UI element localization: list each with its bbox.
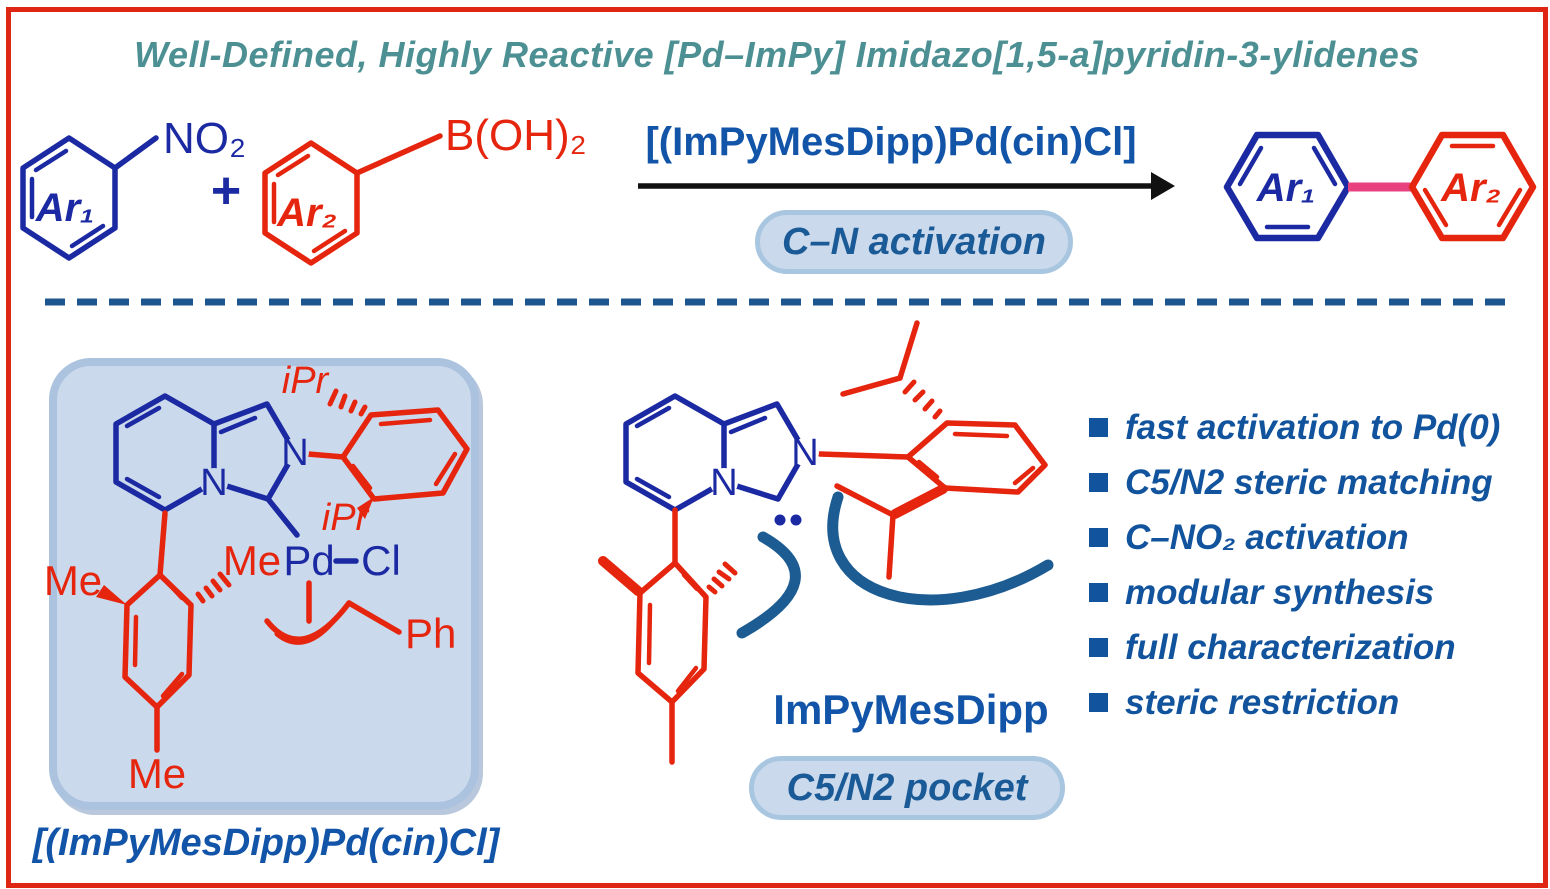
me-bold-wedge — [598, 556, 643, 596]
ligand-name: ImPyMesDipp — [773, 686, 1049, 733]
bullet-square-icon — [1089, 528, 1108, 547]
product-biaryl: Ar₁ Ar₂ — [1223, 131, 1537, 242]
dipp-ring — [340, 407, 470, 502]
product-ar1-label: Ar₁ — [1256, 166, 1316, 210]
feature-text: full characterization — [1125, 628, 1456, 667]
n2-label: N — [281, 432, 308, 474]
lone-pair-dot — [790, 514, 802, 526]
feature-item: fast activation to Pd(0) — [1089, 400, 1550, 455]
bullet-square-icon — [1089, 473, 1108, 492]
product-ar2-label: Ar₂ — [1440, 166, 1501, 210]
red-frame: NO₂ Ar₁ + B(OH)₂ Ar₂ — [6, 7, 1548, 888]
boh2-bond — [354, 133, 443, 176]
arrowhead-icon — [1151, 172, 1175, 200]
feature-text: fast activation to Pd(0) — [1125, 408, 1501, 447]
ph-label: Ph — [405, 610, 456, 657]
pocket-arc-left — [736, 531, 801, 639]
pd-complex-structure: iPr iPr Me Me Me — [44, 360, 470, 797]
reactant-nitroarene: NO₂ Ar₁ — [20, 114, 246, 261]
ar2-label: Ar₂ — [276, 191, 337, 235]
cl-label: Cl — [361, 537, 401, 584]
me-bold-wedge — [96, 585, 127, 605]
pd-label: Pd — [283, 537, 334, 584]
me-hashed-wedge — [195, 571, 232, 604]
complex-highlight-box — [49, 358, 479, 810]
feature-text: C5/N2 steric matching — [1125, 463, 1493, 502]
bullet-square-icon — [1089, 693, 1108, 712]
pocket-badge: C5/N2 pocket — [749, 756, 1065, 820]
ipr-bold-wedge — [890, 484, 948, 519]
pocket-badge-text: C5/N2 pocket — [786, 766, 1028, 809]
ipr-bold-wedge — [357, 497, 374, 519]
ligand-structure: N N — [598, 320, 1054, 765]
feature-text: steric restriction — [1125, 683, 1400, 722]
complex-caption: [(ImPyMesDipp)Pd(cin)Cl] — [32, 822, 500, 864]
feature-item: C5/N2 steric matching — [1089, 455, 1550, 510]
feature-item: full characterization — [1089, 620, 1550, 675]
me-ortho1-label: Me — [44, 557, 102, 604]
catalyst-label: [(ImPyMesDipp)Pd(cin)Cl] — [645, 120, 1137, 164]
scheme-drawing: NO₂ Ar₁ + B(OH)₂ Ar₂ — [20, 111, 1537, 797]
feature-text: C–NO₂ activation — [1125, 518, 1409, 557]
ipr-hashed-wedge — [327, 388, 368, 417]
feature-text: modular synthesis — [1125, 573, 1435, 612]
bullet-square-icon — [1089, 583, 1108, 602]
lone-pair-dot — [774, 514, 786, 526]
condition-badge-text: C–N activation — [782, 220, 1046, 263]
me-para-label: Me — [128, 750, 186, 797]
reactant-boronic-acid: B(OH)₂ Ar₂ — [262, 111, 587, 266]
ipr-hashed-wedge — [902, 379, 943, 420]
ar1-label: Ar₁ — [35, 186, 95, 230]
page-title: Well-Defined, Highly Reactive [Pd–ImPy] … — [134, 34, 1420, 75]
me-ortho2-label: Me — [223, 537, 281, 584]
bullet-square-icon — [1089, 418, 1108, 437]
feature-item: C–NO₂ activation — [1089, 510, 1550, 565]
feature-item: modular synthesis — [1089, 565, 1550, 620]
n2-label: N — [791, 432, 818, 474]
condition-badge: C–N activation — [755, 210, 1073, 274]
feature-item: steric restriction — [1089, 675, 1550, 730]
n1-label: N — [200, 462, 227, 504]
ipr-bottom-label: iPr — [322, 497, 370, 539]
pocket-arc-right — [827, 491, 1054, 606]
bullet-square-icon — [1089, 638, 1108, 657]
ipr-top-label: iPr — [282, 360, 330, 402]
boh2-label: B(OH)₂ — [445, 111, 587, 160]
c3-pd-bond — [265, 496, 300, 538]
feature-list: fast activation to Pd(0) C5/N2 steric ma… — [1089, 400, 1550, 730]
plus-sign: + — [211, 162, 241, 220]
n1-label: N — [710, 462, 737, 504]
reaction-arrow — [638, 172, 1175, 200]
me-hashed-wedge — [706, 561, 738, 595]
cinnamyl-ligand: Ph — [264, 600, 456, 657]
no2-bond — [112, 135, 159, 171]
no2-label: NO₂ — [163, 114, 246, 163]
